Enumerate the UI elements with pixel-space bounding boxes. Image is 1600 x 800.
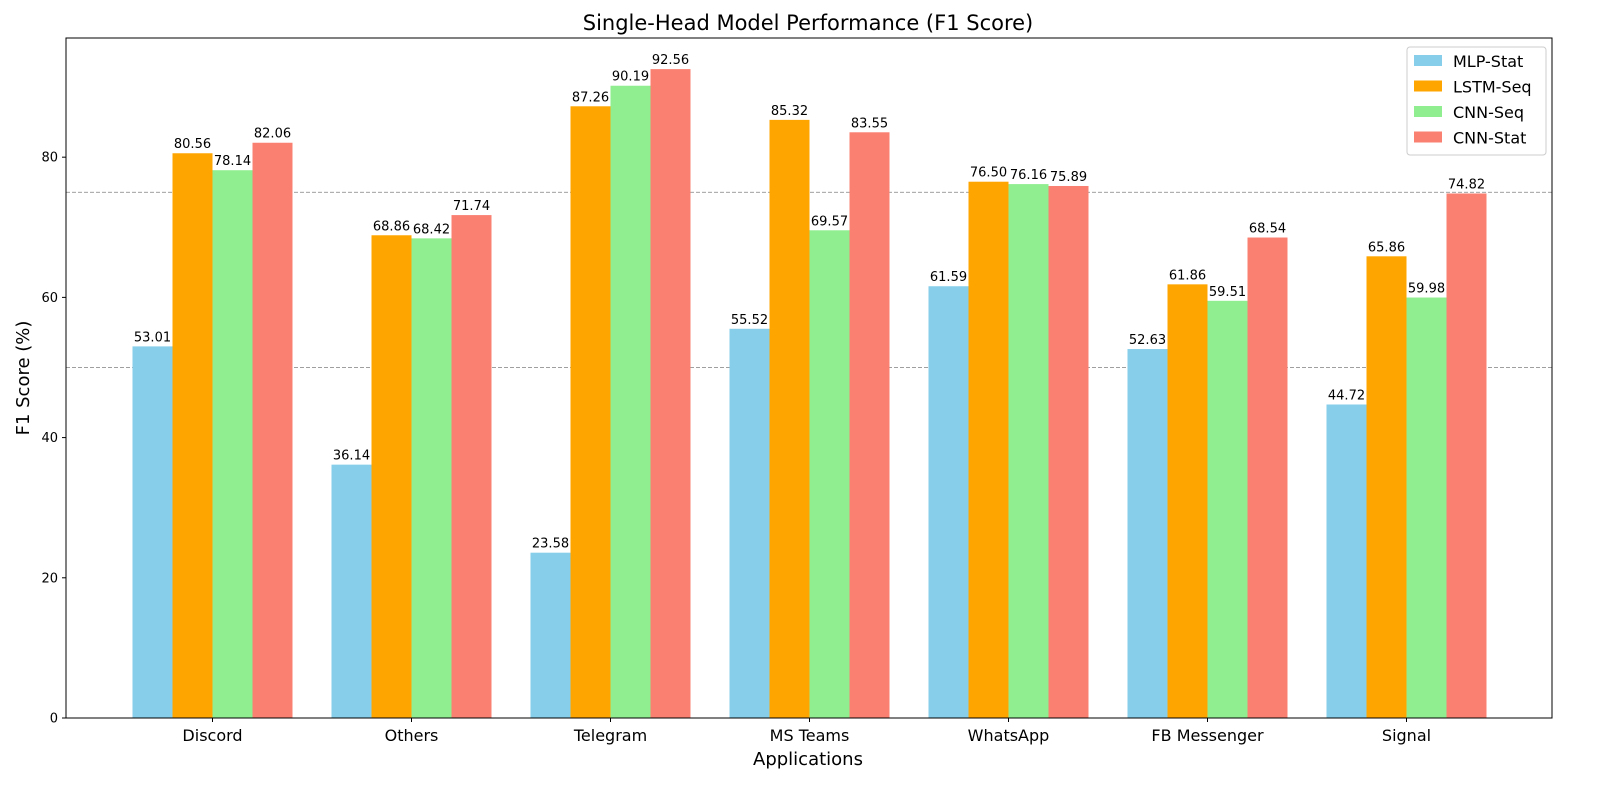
bar-value-label: 23.58 bbox=[532, 537, 569, 552]
bar-lstm-seq-ms-teams bbox=[769, 119, 810, 718]
bar-value-label: 61.86 bbox=[1169, 268, 1206, 283]
bars-group bbox=[132, 69, 1487, 719]
bar-value-label: 69.57 bbox=[811, 214, 848, 229]
bar-value-label: 76.16 bbox=[1010, 168, 1047, 183]
x-axis-label: Applications bbox=[753, 749, 863, 770]
bar-cnn-seq-whatsapp bbox=[1008, 184, 1049, 718]
bar-value-label: 75.89 bbox=[1050, 170, 1087, 185]
x-tick-label: Signal bbox=[1382, 726, 1431, 745]
x-tick-label: Discord bbox=[182, 726, 242, 745]
bar-cnn-stat-discord bbox=[252, 142, 293, 719]
bar-lstm-seq-fb-messenger bbox=[1167, 284, 1208, 718]
bar-mlp-stat-ms-teams bbox=[729, 328, 770, 718]
bar-value-label: 74.82 bbox=[1448, 177, 1485, 192]
bar-mlp-stat-others bbox=[331, 464, 372, 718]
reference-lines bbox=[66, 191, 1552, 368]
y-tick-label: 40 bbox=[41, 431, 58, 446]
x-axis-ticks: Discord Others Telegram MS Teams WhatsApp FB … bbox=[182, 718, 1431, 745]
bar-value-label: 92.56 bbox=[652, 53, 689, 68]
legend-box bbox=[1406, 46, 1547, 156]
bar-mlp-stat-telegram bbox=[530, 552, 571, 718]
y-tick-label: 80 bbox=[41, 151, 58, 166]
bar-value-label: 52.63 bbox=[1129, 333, 1166, 348]
bar-value-label: 90.19 bbox=[612, 70, 649, 85]
bar-cnn-stat-others bbox=[451, 215, 492, 718]
bar-value-label: 85.32 bbox=[771, 104, 808, 119]
bar-cnn-seq-signal bbox=[1406, 297, 1447, 718]
bar-value-label: 59.51 bbox=[1209, 285, 1246, 300]
bar-value-label: 53.01 bbox=[134, 330, 171, 345]
bar-value-label: 83.55 bbox=[851, 116, 888, 131]
bar-value-label: 55.52 bbox=[731, 313, 768, 328]
bar-value-label: 68.42 bbox=[413, 222, 450, 237]
bar-lstm-seq-signal bbox=[1366, 256, 1407, 718]
legend-label: MLP-Stat bbox=[1453, 52, 1523, 71]
legend-swatch bbox=[1414, 131, 1442, 143]
x-tick-label: MS Teams bbox=[770, 726, 850, 745]
bar-cnn-stat-fb-messenger bbox=[1247, 237, 1288, 718]
bar-lstm-seq-whatsapp bbox=[968, 181, 1009, 719]
y-axis-ticks: 0 20 40 60 80 bbox=[41, 151, 66, 727]
bar-cnn-stat-whatsapp bbox=[1048, 185, 1089, 719]
legend-swatch bbox=[1414, 80, 1442, 92]
bar-value-label: 68.54 bbox=[1249, 222, 1286, 237]
bar-value-label: 68.86 bbox=[373, 219, 410, 234]
bar-value-label: 65.86 bbox=[1368, 240, 1405, 255]
bar-value-label: 59.98 bbox=[1408, 282, 1445, 297]
y-tick-label: 20 bbox=[41, 571, 58, 586]
bar-lstm-seq-telegram bbox=[570, 106, 611, 719]
bar-cnn-seq-fb-messenger bbox=[1207, 300, 1248, 718]
bar-cnn-stat-ms-teams bbox=[849, 132, 890, 718]
bar-lstm-seq-discord bbox=[172, 153, 213, 718]
bar-value-label: 61.59 bbox=[930, 270, 967, 285]
bar-cnn-seq-telegram bbox=[610, 85, 651, 718]
bar-cnn-seq-others bbox=[411, 238, 452, 718]
bar-cnn-stat-signal bbox=[1446, 193, 1487, 719]
bar-mlp-stat-discord bbox=[132, 346, 173, 718]
x-tick-label: FB Messenger bbox=[1151, 726, 1264, 745]
y-tick-label: 0 bbox=[50, 712, 58, 727]
chart-title: Single-Head Model Performance (F1 Score) bbox=[583, 11, 1034, 35]
x-tick-label: WhatsApp bbox=[968, 726, 1050, 745]
bar-cnn-seq-ms-teams bbox=[809, 230, 850, 718]
legend-label: CNN-Stat bbox=[1453, 129, 1526, 148]
bar-cnn-stat-telegram bbox=[650, 69, 691, 718]
x-tick-label: Others bbox=[385, 726, 439, 745]
bar-mlp-stat-fb-messenger bbox=[1127, 349, 1168, 718]
bar-mlp-stat-whatsapp bbox=[928, 286, 969, 718]
bar-value-label: 76.50 bbox=[970, 166, 1007, 181]
bar-mlp-stat-signal bbox=[1326, 404, 1367, 718]
x-tick-label: Telegram bbox=[573, 726, 647, 745]
legend-swatch bbox=[1414, 106, 1442, 117]
bar-value-label: 87.26 bbox=[572, 90, 609, 105]
bar-cnn-seq-discord bbox=[212, 170, 253, 719]
bar-lstm-seq-others bbox=[371, 235, 412, 719]
legend-swatch bbox=[1414, 55, 1442, 66]
legend-label: CNN-Seq bbox=[1453, 103, 1524, 122]
bar-value-label: 44.72 bbox=[1328, 388, 1365, 403]
bar-value-label: 36.14 bbox=[333, 449, 370, 464]
legend-label: LSTM-Seq bbox=[1453, 78, 1532, 97]
y-tick-label: 60 bbox=[41, 291, 58, 306]
bar-labels-group: 53.01 36.14 23.58 55.52 61.59 52.63 44.72 80.56… bbox=[134, 53, 1485, 552]
bar-value-label: 78.14 bbox=[214, 154, 251, 169]
bar-value-label: 71.74 bbox=[453, 199, 490, 214]
bar-value-label: 80.56 bbox=[174, 137, 211, 152]
y-axis-label: F1 Score (%) bbox=[13, 321, 34, 436]
bar-value-label: 82.06 bbox=[254, 127, 291, 142]
legend: MLP-Stat LSTM-Seq CNN-Seq CNN-Stat bbox=[1406, 46, 1547, 156]
